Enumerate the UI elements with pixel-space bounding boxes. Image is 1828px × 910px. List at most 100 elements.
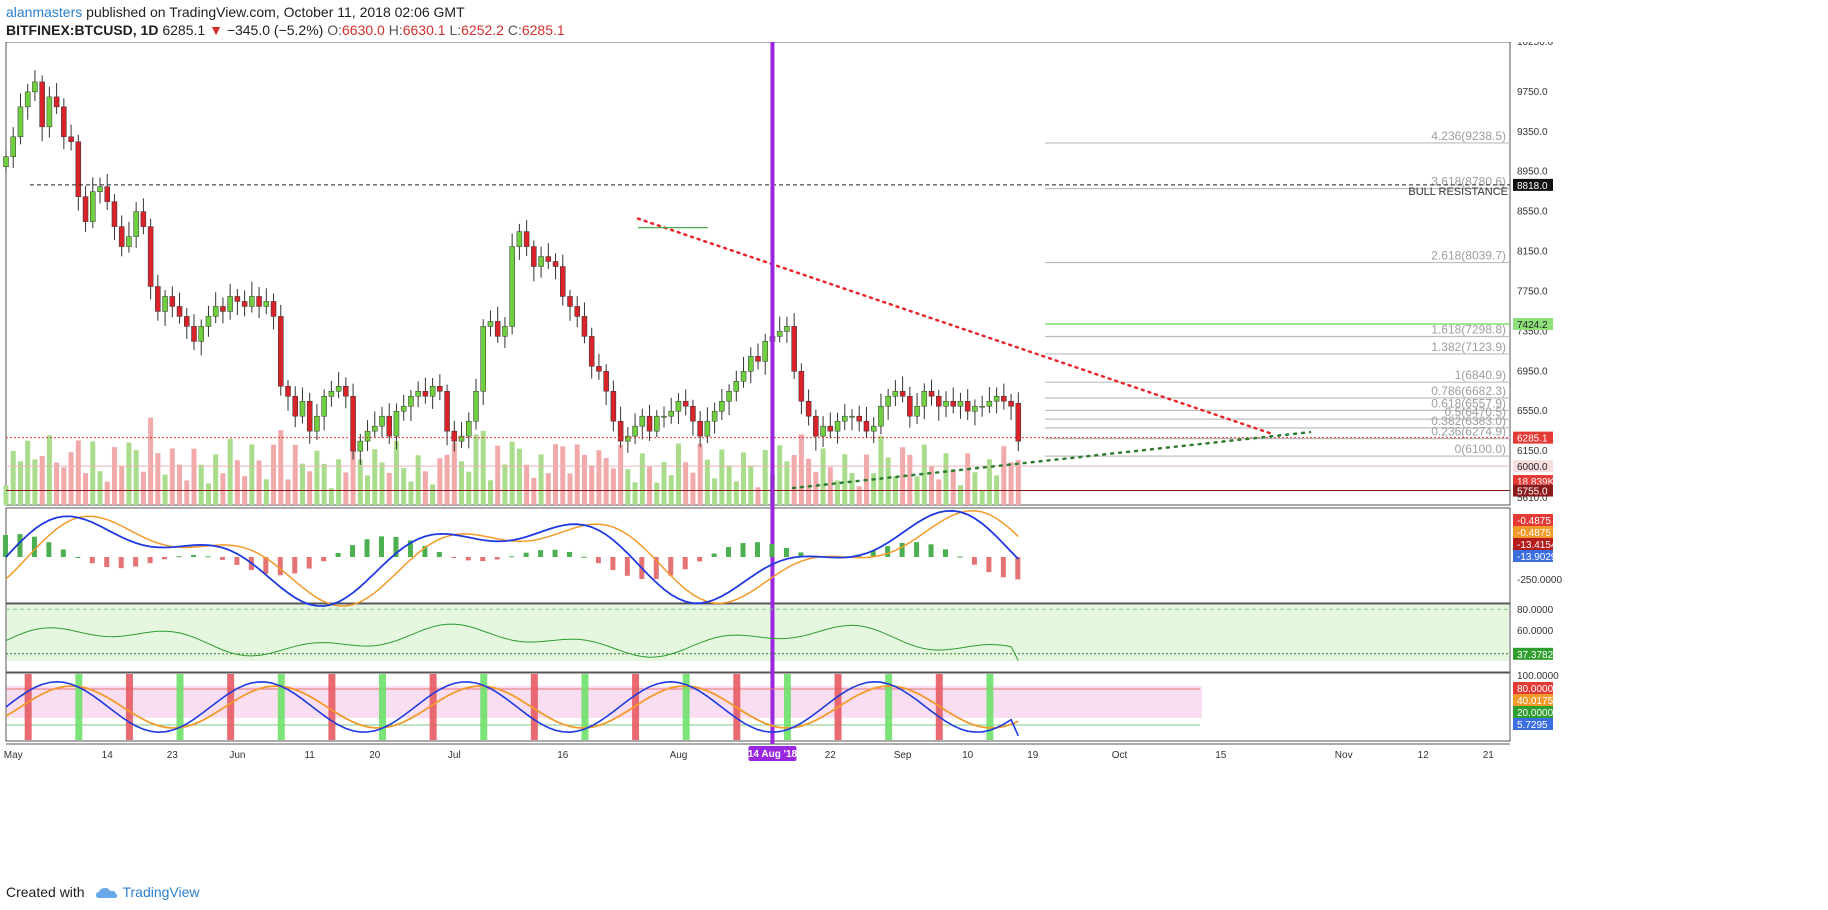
candle-body: [24, 91, 31, 108]
macd-histogram-bar: [653, 557, 659, 580]
candle-body: [690, 405, 696, 422]
candle-body: [292, 395, 298, 417]
macd-histogram-bar: [624, 557, 630, 576]
candle-body: [726, 390, 732, 402]
candle-body: [82, 196, 89, 222]
volume-bar: [885, 457, 891, 505]
symbol-name[interactable]: BITFINEX:BTCUSD, 1D: [6, 22, 159, 38]
candle-body: [675, 400, 682, 412]
candle-body: [350, 395, 356, 452]
macd-histogram-bar: [769, 544, 775, 557]
volume-bar: [907, 454, 913, 505]
volume-bar: [950, 469, 956, 505]
candle-body: [249, 296, 255, 307]
stoch-d-line: [5, 685, 1019, 729]
candle-body: [256, 296, 262, 307]
macd-histogram-bar: [682, 557, 688, 570]
volume-bar: [61, 467, 67, 505]
macd-histogram-bar: [668, 557, 674, 576]
symbol-line: BITFINEX:BTCUSD, 1D 6285.1 ▼ −345.0 (−5.…: [6, 22, 565, 38]
y-tick-label: 9350.0: [1517, 127, 1548, 138]
volume-bar: [625, 469, 631, 505]
volume-bar: [849, 473, 855, 505]
volume-bar: [39, 456, 45, 505]
candle-body: [972, 405, 978, 412]
volume-bar: [741, 452, 747, 505]
x-tick-label: 12: [1418, 750, 1430, 761]
volume-bar: [437, 458, 443, 505]
candle-body: [711, 410, 718, 422]
volume-bar: [140, 471, 146, 505]
volume-bar: [234, 460, 240, 505]
volume-bar: [17, 461, 23, 505]
x-tick-label: Jul: [448, 750, 461, 761]
rsi-y-tick: 60.0000: [1517, 626, 1554, 637]
candle-body: [878, 405, 884, 427]
macd-value-label: -0.4875: [1517, 528, 1551, 539]
volume-bar: [162, 474, 168, 505]
x-tick-label: 22: [825, 750, 837, 761]
macd-histogram-bar: [697, 557, 703, 562]
macd-histogram-bar: [928, 544, 934, 557]
volume-bar: [285, 479, 291, 505]
candle-body: [899, 390, 906, 397]
candle-body: [531, 246, 537, 267]
ascending-trendline: [791, 430, 1312, 490]
chart-canvas[interactable]: 10250.0 9750.0 9350.0 8950.0 8550.0 8150.0 775…: [0, 42, 1828, 884]
fib-level-label: 4.236(9238.5): [1431, 129, 1506, 143]
rsi-y-tick: 80.0000: [1517, 605, 1554, 616]
candle-body: [415, 390, 421, 397]
candle-body: [661, 415, 667, 418]
volume-bar: [495, 445, 501, 505]
y-tick-label: 6150.0: [1517, 446, 1548, 457]
tradingview-brand[interactable]: TradingView: [122, 884, 200, 900]
date-marker-label: 14 Aug '18: [748, 749, 798, 760]
volume-bar: [683, 462, 689, 505]
macd-signal-line: [5, 510, 1019, 607]
stoch-value-label: 5.7295: [1517, 720, 1548, 731]
price-tag: [1513, 431, 1553, 444]
candle-body: [639, 415, 646, 427]
bull-resistance-label: BULL RESISTANCE: [1408, 186, 1508, 198]
candle-body: [473, 390, 479, 422]
macd-histogram-bar: [552, 549, 558, 557]
candle-body: [798, 371, 805, 402]
volume-bar: [148, 417, 154, 505]
candle-body: [993, 395, 1000, 402]
candle-body: [654, 415, 660, 432]
macd-histogram-bar: [581, 556, 587, 558]
stoch-signal-bar: [176, 674, 184, 740]
candle-body: [198, 326, 204, 342]
volume-bar: [835, 480, 841, 505]
x-tick-label: Nov: [1335, 750, 1353, 761]
volume-bar: [133, 450, 139, 505]
volume-bar: [639, 453, 645, 505]
volume-bar: [762, 449, 768, 505]
volume-bar: [307, 471, 313, 505]
volume-bar: [502, 464, 508, 505]
author-link[interactable]: alanmasters: [6, 4, 83, 20]
candle-body: [466, 420, 472, 437]
candle-body: [827, 425, 834, 432]
volume-bar: [68, 452, 74, 505]
stoch-signal-bar: [986, 674, 994, 740]
candle-body: [538, 256, 544, 267]
macd-histogram-bar: [711, 553, 717, 557]
candle-body: [176, 306, 183, 317]
volume-bar: [220, 473, 226, 505]
volume-bar: [842, 454, 848, 505]
candle-body: [986, 400, 993, 407]
stoch-value-label: 20.0000: [1517, 708, 1554, 719]
candle-body: [220, 306, 226, 312]
candle-body: [697, 420, 703, 437]
volume-bar: [177, 464, 183, 505]
volume-bar: [798, 434, 804, 505]
volume-bar: [104, 481, 110, 505]
candle-body: [364, 430, 371, 442]
volume-bar: [516, 448, 522, 505]
candle-body: [169, 296, 176, 307]
volume-bar: [278, 430, 284, 505]
volume-bar: [813, 471, 819, 505]
candle-body: [704, 420, 711, 437]
volume-bar: [603, 457, 609, 505]
